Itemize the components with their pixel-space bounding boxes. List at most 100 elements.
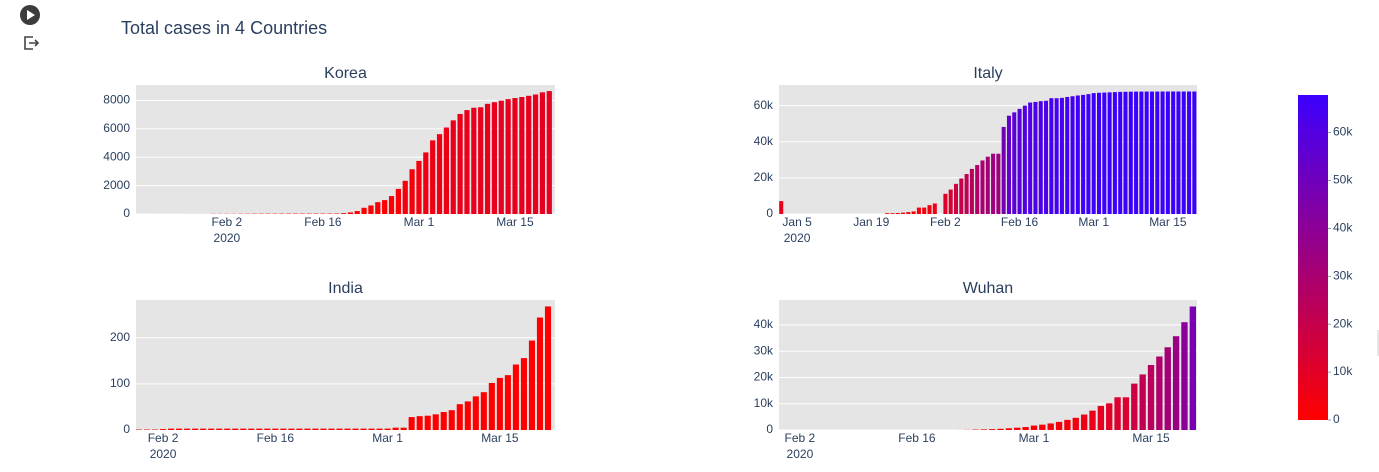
bar — [368, 205, 374, 214]
bar — [464, 401, 471, 430]
bar — [1054, 98, 1059, 214]
bar — [964, 174, 969, 214]
bar — [997, 428, 1004, 430]
bar — [491, 102, 498, 214]
bar — [382, 200, 388, 214]
bar — [368, 428, 375, 430]
bar — [272, 428, 279, 430]
bar — [1106, 403, 1113, 430]
bar — [395, 188, 401, 214]
x-tick-label: Feb 2 — [785, 431, 816, 445]
bar — [408, 417, 415, 430]
bar — [471, 107, 477, 214]
bar — [512, 98, 518, 214]
bar — [443, 127, 449, 214]
bar — [200, 428, 207, 430]
bar — [1139, 374, 1146, 430]
bar — [1139, 91, 1144, 214]
bar — [498, 100, 504, 214]
bar — [436, 134, 443, 214]
colorbar-tick-label: 50k — [1333, 172, 1353, 186]
bar — [1005, 428, 1013, 430]
y-tick-label: 2000 — [103, 178, 130, 192]
bar — [1181, 322, 1188, 430]
bar — [168, 428, 175, 430]
bar — [996, 153, 1001, 214]
x-tick-label: Jan 5 — [782, 215, 812, 229]
bar — [1065, 96, 1070, 214]
bar — [328, 428, 335, 430]
bar — [1047, 423, 1054, 430]
bar — [448, 410, 455, 430]
bar — [484, 103, 491, 214]
bar — [991, 153, 996, 214]
bar — [885, 213, 890, 214]
bar — [1172, 336, 1180, 430]
y-tick-label: 40k — [754, 134, 774, 148]
bar — [392, 427, 399, 430]
bar — [488, 382, 495, 430]
figure-title: Total cases in 4 Countries — [121, 18, 327, 38]
bar — [320, 428, 327, 430]
bar — [160, 429, 167, 430]
bar — [409, 169, 415, 214]
y-tick-label: 6000 — [103, 121, 130, 135]
y-tick-label: 60k — [754, 98, 774, 112]
x-tick-label: Feb 2 — [930, 215, 961, 229]
bar — [440, 412, 447, 430]
bar — [546, 91, 552, 214]
bar — [1176, 91, 1181, 214]
colorbar-tick-label: 60k — [1333, 125, 1353, 139]
bar — [472, 396, 479, 430]
y-tick-label: 0 — [766, 206, 773, 220]
y-tick-label: 8000 — [103, 93, 130, 107]
x-tick-label: 2020 — [214, 231, 241, 245]
bar — [478, 107, 484, 214]
bar — [1181, 91, 1186, 214]
run-triangle — [27, 10, 35, 20]
bar — [464, 110, 470, 214]
bar — [1028, 102, 1033, 214]
bar — [1123, 91, 1128, 214]
bar — [1128, 91, 1133, 214]
x-tick-label: 2020 — [787, 447, 814, 461]
x-tick-label: Feb 16 — [1001, 215, 1039, 229]
y-tick-label: 30k — [754, 343, 774, 357]
colorbar-tick-label: 40k — [1333, 220, 1353, 234]
bar — [336, 428, 343, 430]
bar — [1030, 425, 1038, 430]
bar — [504, 375, 511, 430]
colorbar — [1298, 95, 1328, 420]
bar — [1097, 405, 1105, 430]
bar — [526, 95, 532, 214]
run-button[interactable] — [20, 5, 40, 25]
bar — [1149, 91, 1154, 214]
bar — [922, 207, 927, 214]
bar — [240, 428, 247, 430]
bar — [312, 428, 319, 430]
bar — [539, 92, 546, 214]
bar — [1131, 383, 1138, 430]
bar — [496, 377, 503, 430]
bar — [1156, 356, 1163, 430]
bar — [969, 168, 974, 214]
bar — [400, 427, 407, 430]
bar — [347, 212, 353, 214]
x-tick-label: Feb 16 — [257, 431, 295, 445]
bar — [544, 306, 552, 430]
x-tick-label: Mar 1 — [1078, 215, 1109, 229]
x-tick-label: Feb 2 — [148, 431, 179, 445]
output-button[interactable] — [24, 36, 40, 50]
bar — [416, 416, 423, 430]
bar — [192, 428, 199, 430]
bar — [943, 193, 948, 214]
bar — [1189, 306, 1196, 430]
bar — [288, 428, 295, 430]
bar — [1012, 112, 1017, 214]
x-tick-label: Mar 15 — [1149, 215, 1187, 229]
bar — [901, 212, 906, 214]
bar — [932, 203, 937, 214]
bar — [340, 213, 347, 214]
bar — [980, 429, 987, 430]
colorbar-tick-label: 0 — [1333, 412, 1340, 426]
